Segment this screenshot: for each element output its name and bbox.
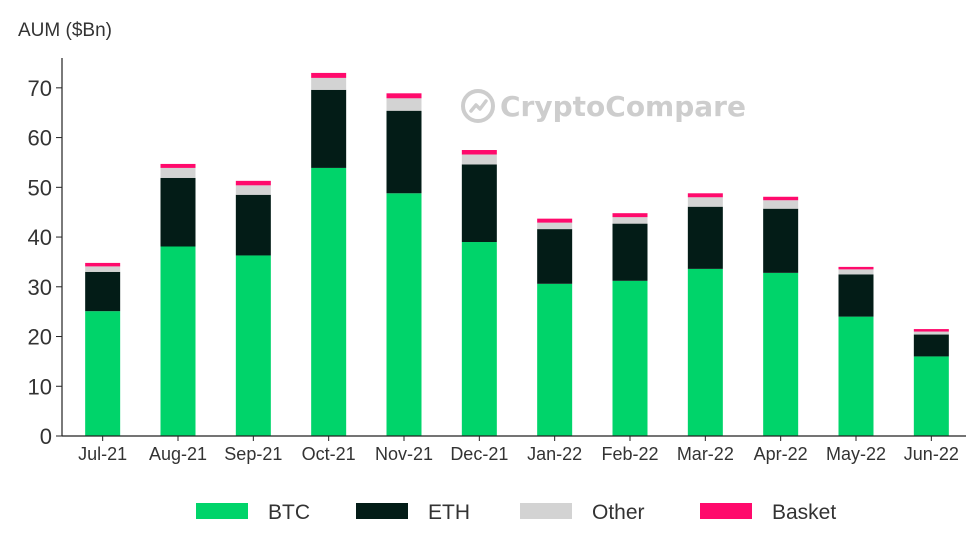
bar-segment-other <box>612 217 648 224</box>
bar-segment-basket <box>235 180 271 186</box>
bar-segment-basket <box>386 93 422 99</box>
legend-label-eth: ETH <box>428 501 470 524</box>
bar-segment-btc <box>85 311 121 436</box>
bar-segment-eth <box>235 194 271 256</box>
bar-segment-btc <box>763 272 799 436</box>
bar-segment-eth <box>386 110 422 194</box>
legend-label-other: Other <box>592 501 645 524</box>
cryptocompare-logo-icon <box>461 89 495 123</box>
bar-segment-btc <box>913 356 949 436</box>
y-axis: 0 10 20 30 40 50 60 70 <box>28 76 62 449</box>
bar-segment-eth <box>160 177 196 247</box>
x-tick-label: Aug-21 <box>149 444 207 464</box>
y-axis-label: AUM ($Bn) <box>18 20 112 41</box>
bar-segment-basket <box>85 262 121 267</box>
x-tick-label: May-22 <box>826 444 886 464</box>
x-tick-label: Nov-21 <box>375 444 433 464</box>
bar-segment-basket <box>838 266 874 270</box>
bar-segment-other <box>386 98 422 111</box>
bar-segment-btc <box>838 316 874 436</box>
bar-segment-btc <box>461 242 497 436</box>
legend-swatch-btc <box>196 503 248 519</box>
x-tick-label: Jul-21 <box>78 444 127 464</box>
bar-segment-btc <box>537 283 573 436</box>
x-tick-label: Jun-22 <box>904 444 959 464</box>
bar-segment-basket <box>687 193 723 198</box>
bar-segment-basket <box>763 196 799 201</box>
legend: BTC ETH Other Basket <box>196 501 836 524</box>
bars-area <box>85 72 949 436</box>
bar-segment-eth <box>311 89 347 168</box>
bar-segment-btc <box>160 246 196 436</box>
bar-segment-btc <box>235 255 271 436</box>
bar-segment-other <box>763 200 799 209</box>
legend-label-basket: Basket <box>772 501 836 524</box>
bar-segment-basket <box>537 218 573 223</box>
bar-segment-other <box>160 167 196 178</box>
y-tick-label: 60 <box>28 126 52 151</box>
bar-segment-basket <box>913 329 949 332</box>
bar-segment-other <box>913 331 949 335</box>
bar-segment-basket <box>461 150 497 155</box>
bar-segment-other <box>687 197 723 207</box>
bar-segment-eth <box>537 229 573 284</box>
legend-label-btc: BTC <box>268 501 310 524</box>
bar-segment-btc <box>386 193 422 436</box>
x-tick-label: Mar-22 <box>677 444 734 464</box>
y-tick-label: 70 <box>28 76 52 101</box>
y-tick-label: 0 <box>40 424 52 449</box>
bar-segment-eth <box>763 208 799 273</box>
bar-segment-other <box>85 266 121 272</box>
bar-segment-eth <box>687 206 723 269</box>
legend-swatch-basket <box>700 503 752 519</box>
bar-segment-eth <box>85 271 121 312</box>
y-tick-label: 30 <box>28 275 52 300</box>
y-tick-label: 40 <box>28 225 52 250</box>
y-tick-label: 20 <box>28 325 52 350</box>
bar-segment-other <box>461 154 497 165</box>
x-axis: Jul-21 Aug-21 Sep-21 Oct-21 Nov-21 Dec-21 Jan-… <box>78 436 959 464</box>
legend-swatch-other <box>520 503 572 519</box>
bar-segment-other <box>235 185 271 195</box>
watermark-text: CryptoCompare <box>500 90 746 123</box>
x-tick-label: Apr-22 <box>754 444 808 464</box>
x-tick-label: Jan-22 <box>527 444 582 464</box>
watermark: CryptoCompare <box>461 89 746 123</box>
bar-segment-basket <box>160 163 196 168</box>
x-tick-label: Sep-21 <box>224 444 282 464</box>
bar-segment-eth <box>461 164 497 243</box>
y-tick-label: 50 <box>28 175 52 200</box>
bar-segment-other <box>537 222 573 230</box>
bar-segment-eth <box>838 274 874 317</box>
x-tick-label: Oct-21 <box>302 444 356 464</box>
bar-segment-other <box>838 269 874 275</box>
x-tick-label: Feb-22 <box>601 444 658 464</box>
bar-segment-btc <box>311 167 347 436</box>
bar-segment-basket <box>612 213 648 218</box>
y-tick-label: 10 <box>28 374 52 399</box>
bar-segment-other <box>311 77 347 90</box>
bar-segment-btc <box>687 268 723 436</box>
bar-segment-basket <box>311 72 347 78</box>
bar-segment-eth <box>612 223 648 281</box>
legend-swatch-eth <box>356 503 408 519</box>
bar-segment-eth <box>913 334 949 357</box>
bar-segment-btc <box>612 280 648 436</box>
x-tick-label: Dec-21 <box>450 444 508 464</box>
